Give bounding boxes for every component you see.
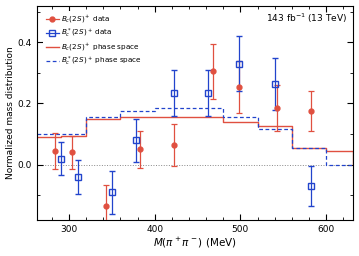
Text: 143 fb$^{-1}$ (13 TeV): 143 fb$^{-1}$ (13 TeV) — [266, 12, 347, 25]
Legend: $B_c(2S)^+$ data, $B_c^*(2S)^+$ data, $B_c(2S)^+$ phase space, $B_c^*(2S)^+$ pha: $B_c(2S)^+$ data, $B_c^*(2S)^+$ data, $B… — [43, 11, 144, 70]
Text: CMS: CMS — [46, 12, 73, 22]
Y-axis label: Normalized mass distribution: Normalized mass distribution — [5, 46, 15, 179]
X-axis label: $M(\pi^+\pi^-)$ (MeV): $M(\pi^+\pi^-)$ (MeV) — [153, 236, 237, 250]
